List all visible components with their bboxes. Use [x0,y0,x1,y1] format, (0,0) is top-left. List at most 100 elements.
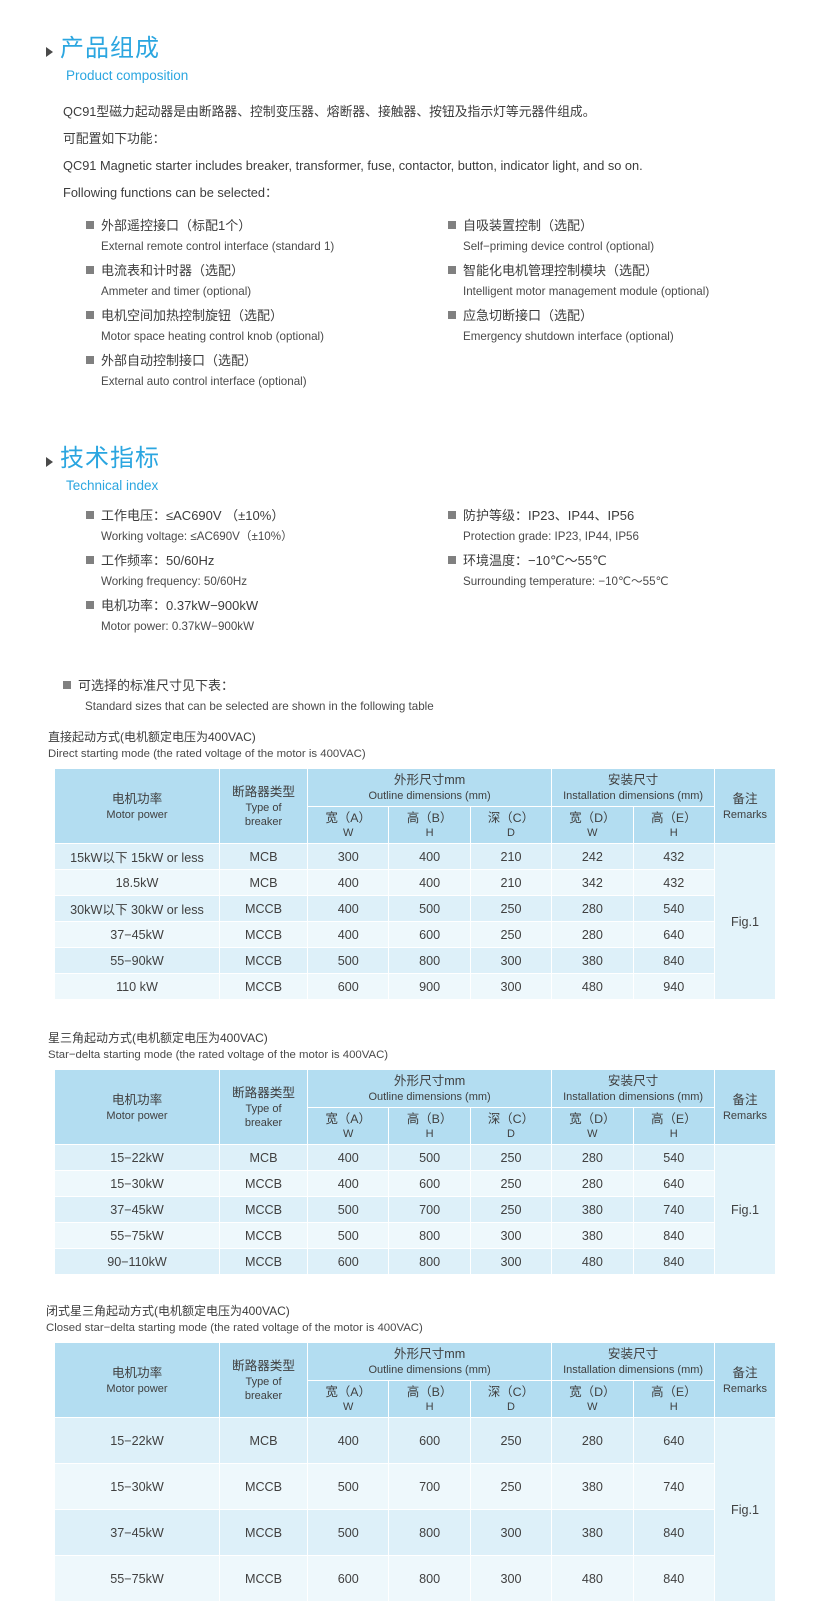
square-bullet-icon [448,311,456,319]
th-breaker-type: 断路器类型 Type of breaker [219,1069,308,1145]
cell-b: 800 [388,1509,471,1556]
cell-d: 380 [551,1222,634,1249]
cell-power: 55−75kW [54,1222,220,1249]
cell-type: MCB [219,1417,308,1464]
spec-table-star-delta: 电机功率 Motor power 断路器类型 Type of breaker 外… [54,1069,776,1275]
cell-e: 540 [632,1144,716,1171]
th-installation-dimensions: 安装尺寸 Installation dimensions (mm) [551,1069,715,1108]
cell-e: 740 [632,1196,716,1223]
cell-d: 380 [551,1196,634,1223]
cell-e: 840 [632,1509,716,1556]
table-caption-en: Direct starting mode (the rated voltage … [48,748,366,760]
cell-b: 800 [388,947,471,974]
th-remarks: 备注 Remarks [714,768,776,844]
cell-a: 500 [306,947,390,974]
cell-b: 900 [388,973,471,1000]
feature-item: 自吸装置控制（选配） Self−priming device control (… [448,215,828,257]
feature-item: 外部遥控接口（标配1个） External remote control int… [86,215,456,257]
table-row: 15−22kW MCB 400 500 250 280 540 Fig.1 [54,1144,776,1275]
spec-label-en: Working voltage: ≤AC690V（±10%） [101,530,293,543]
table-block-direct: 直接起动方式(电机额定电压为400VAC) Direct starting mo… [0,729,830,1000]
intro-paragraph-cn: QC91型磁力起动器是由断路器、控制变压器、熔断器、接触器、按钮及指示灯等元器件… [63,104,596,119]
feature-item: 电机空间加热控制旋钮（选配） Motor space heating contr… [86,305,456,347]
feature-label-cn: 自吸装置控制（选配） [463,218,594,233]
cell-b: 400 [388,869,471,896]
table-row: 37−45kW MCCB 500 700 250 380 740 [54,1196,776,1223]
cell-type: MCB [219,1144,308,1171]
cell-power: 18.5kW [54,869,220,896]
feature-label-en: Self−priming device control (optional) [463,240,655,253]
feature-label-cn: 应急切断接口（选配） [463,308,594,323]
cell-b: 600 [388,921,471,948]
th-motor-power: 电机功率 Motor power [54,768,220,844]
cell-e: 840 [632,1248,716,1275]
feature-item: 电流表和计时器（选配） Ammeter and timer (optional) [86,260,456,302]
cell-d: 280 [551,895,634,922]
cell-e: 432 [632,869,716,896]
cell-c: 300 [469,1555,553,1602]
feature-label-en: Ammeter and timer (optional) [101,285,252,298]
section-heading: 产品组成 [0,34,830,64]
th-outline-en: Outline dimensions (mm) [368,790,491,802]
spec-item: 工作频率：50/60Hz Working frequency: 50/60Hz [86,550,456,592]
cell-b: 600 [388,1417,471,1464]
cell-a: 600 [306,1555,390,1602]
feature-label-cn: 智能化电机管理控制模块（选配） [463,263,659,278]
cell-c: 250 [469,1417,553,1464]
section-title-en: Technical index [66,478,159,493]
table-caption-cn: 直接起动方式(电机额定电压为400VAC) [48,730,256,744]
cell-type: MCCB [219,1463,308,1510]
table-body: 15−22kW MCB 400 600 250 280 640 Fig.1 15… [54,1417,776,1602]
table-row: 55−90kW MCCB 500 800 300 380 840 [54,947,776,974]
spec-label-cn: 工作电压：≤AC690V （±10%） [101,508,285,523]
table-caption-cn: 闭式星三角起动方式(电机额定电压为400VAC) [46,1304,290,1318]
cell-a: 500 [306,1222,390,1249]
cell-e: 840 [632,1222,716,1249]
th-outline-dimensions: 外形尺寸mm Outline dimensions (mm) [306,1342,553,1381]
th-sub-height-b: 高（B） H [388,1107,471,1145]
cell-power: 110 kW [54,973,220,1000]
cell-c: 250 [469,1144,553,1171]
cell-power: 55−75kW [54,1555,220,1602]
square-bullet-icon [86,511,94,519]
cell-e: 940 [632,973,716,1000]
th-breaker-type: 断路器类型 Type of breaker [219,1342,308,1418]
triangle-bullet-icon [46,47,53,57]
cell-remarks: Fig.1 [714,1144,776,1275]
th-type-en1: Type of [245,801,282,814]
square-bullet-icon [86,356,94,364]
cell-b: 600 [388,1170,471,1197]
cell-power: 15kW以下 15kW or less [54,843,220,870]
th-remarks: 备注 Remarks [714,1069,776,1145]
cell-b: 800 [388,1555,471,1602]
cell-power: 30kW以下 30kW or less [54,895,220,922]
cell-power: 90−110kW [54,1248,220,1275]
section-heading: 技术指标 [0,444,830,474]
th-remarks-en: Remarks [722,808,767,821]
cell-c: 250 [469,895,553,922]
cell-a: 400 [306,1170,390,1197]
cell-type: MCCB [219,1555,308,1602]
table-caption-en: Closed star−delta starting mode (the rat… [46,1322,423,1334]
cell-e: 740 [632,1463,716,1510]
feature-label-en: Motor space heating control knob (option… [101,330,324,343]
th-motor-power: 电机功率 Motor power [54,1069,220,1145]
th-install-cn: 安装尺寸 [607,773,659,787]
table-header: 电机功率 Motor power 断路器类型 Type of breaker 外… [54,1342,776,1418]
cell-a: 300 [306,843,390,870]
feature-columns-1: 外部遥控接口（标配1个） External remote control int… [0,215,830,405]
th-sub-width-d: 宽（D） W [551,806,634,844]
feature-label-en: Intelligent motor management module (opt… [463,285,710,298]
standard-sizes-note: 可选择的标准尺寸见下表： Standard sizes that can be … [0,675,830,717]
table-row: 37−45kW MCCB 500 800 300 380 840 [54,1509,776,1556]
cell-a: 600 [306,973,390,1000]
cell-b: 500 [388,1144,471,1171]
square-bullet-icon [448,266,456,274]
th-remarks-cn: 备注 [732,791,758,806]
table-row: 90−110kW MCCB 600 800 300 480 840 [54,1248,776,1275]
square-bullet-icon [63,681,71,689]
table-caption-cn: 星三角起动方式(电机额定电压为400VAC) [48,1031,268,1045]
cell-d: 380 [551,947,634,974]
cell-d: 480 [551,1248,634,1275]
section-title-en: Product composition [66,68,189,83]
